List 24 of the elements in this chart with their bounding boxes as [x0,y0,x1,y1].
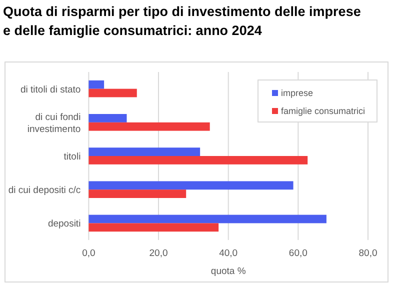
legend-label: famiglie consumatrici [281,106,366,116]
legend-label: imprese [281,88,314,98]
bar [88,148,200,156]
chart-title: Quota di risparmi per tipo di investimento delle imprese e delle famiglie consumatrici: anno 2024 [3,4,362,38]
x-tick-label: 80,0 [358,248,378,259]
bar [88,114,127,122]
bar [88,214,326,224]
y-tick-label: di cui fondi investimento [27,112,81,135]
x-tick-label: 40,0 [219,248,238,259]
y-tick-label: di cui depositi c/c [8,185,81,196]
bar [88,156,308,164]
x-tick-label: 60,0 [288,248,308,259]
y-tick-label: depositi [48,218,81,230]
bar [88,190,186,198]
bar [88,122,210,131]
x-axis-title: quota % [210,266,246,277]
y-tick-label: titoli [64,152,81,162]
y-tick-label: di titoli di stato [20,84,81,96]
x-tick-label: 0,0 [82,248,96,259]
bar [88,88,137,98]
x-tick-label: 20,0 [149,248,168,259]
bar [88,80,104,89]
bar [88,223,219,232]
bar [88,181,294,190]
